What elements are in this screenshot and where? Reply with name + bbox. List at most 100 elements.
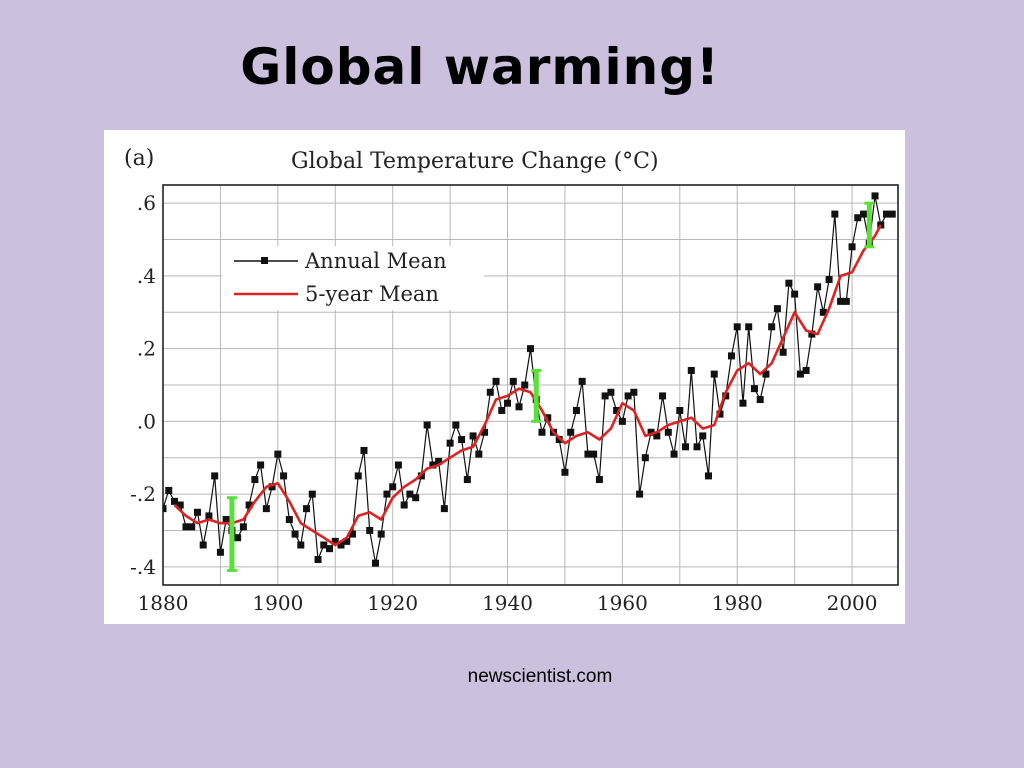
annual-mean-point: [406, 490, 414, 498]
annual-mean-point: [521, 381, 529, 389]
grid-layer: [162, 185, 898, 585]
annual-mean-point: [762, 370, 770, 378]
annual-mean-point: [796, 370, 804, 378]
annual-mean-point: [756, 396, 764, 404]
annual-mean-point: [854, 214, 862, 222]
annual-mean-point: [636, 490, 644, 498]
legend-annual-label: Annual Mean: [304, 249, 447, 273]
annual-mean-point: [205, 512, 213, 520]
annual-mean-point: [842, 297, 850, 305]
annual-mean-point: [572, 406, 580, 414]
annual-mean-point: [446, 439, 454, 447]
annual-mean-point: [348, 530, 356, 538]
annual-mean-point: [366, 526, 374, 534]
annual-mean-point: [848, 243, 856, 251]
annual-mean-point: [808, 330, 816, 338]
annual-mean-point: [664, 428, 672, 436]
y-tick-label: -.2: [130, 482, 156, 506]
annual-mean-point: [245, 501, 253, 509]
annual-mean-point: [475, 450, 483, 458]
annual-mean-point: [773, 305, 781, 313]
annual-mean-point: [601, 392, 609, 400]
y-tick-label: -.4: [130, 555, 156, 579]
annual-mean-point: [222, 516, 230, 524]
annual-mean-point: [768, 323, 776, 331]
annual-mean-point: [705, 472, 713, 480]
annual-mean-point: [291, 530, 299, 538]
annual-mean-point: [360, 446, 368, 454]
legend-annual-marker: [261, 257, 268, 264]
annual-mean-point: [337, 541, 345, 549]
x-tick-label: 1920: [367, 591, 418, 615]
annual-mean-point: [182, 523, 190, 531]
annual-mean-point: [297, 541, 305, 549]
annual-mean-point: [199, 541, 207, 549]
annual-mean-point: [331, 537, 339, 545]
annual-mean-point: [779, 348, 787, 356]
annual-mean-point: [371, 559, 379, 567]
annual-mean-point: [440, 505, 448, 513]
legend: Annual Mean 5-year Mean: [222, 246, 484, 310]
source-credit: newscientist.com: [467, 666, 613, 687]
annual-mean-point: [883, 210, 891, 218]
annual-mean-point: [584, 450, 592, 458]
annual-mean-point: [613, 406, 621, 414]
ticks-layer: 1880 1900 1920 1940 1960 1980 2000 .6 .4 .2 .0 -.2 -…: [130, 191, 877, 615]
annual-mean-point: [653, 432, 661, 440]
x-tick-label: 2000: [827, 591, 878, 615]
annual-mean-point: [750, 385, 758, 393]
x-tick-label: 1940: [482, 591, 533, 615]
annual-mean-point: [607, 388, 615, 396]
chart-title: Global Temperature Change (°C): [291, 149, 659, 174]
legend-five-year-label: 5-year Mean: [305, 282, 439, 306]
annual-mean-point: [303, 505, 311, 513]
annual-mean-point: [595, 476, 603, 484]
annual-mean-point: [871, 192, 879, 200]
x-tick-label: 1900: [252, 591, 303, 615]
annual-mean-point: [429, 461, 437, 469]
chart-panel: (a) Global Temperature Change (°C) 1880 1…: [104, 130, 905, 624]
annual-mean-point: [320, 541, 328, 549]
annual-mean-point: [699, 432, 707, 440]
legend-box: [222, 246, 484, 310]
annual-mean-point: [285, 516, 293, 524]
annual-mean-point: [400, 501, 408, 509]
annual-mean-point: [527, 345, 534, 353]
annual-mean-point: [888, 210, 896, 218]
annual-mean-point: [389, 483, 397, 491]
annual-mean-point: [647, 428, 655, 436]
annual-mean-point: [354, 472, 362, 480]
y-tick-label: .6: [137, 191, 156, 215]
five-year-mean-line: [173, 224, 882, 547]
annual-mean-point: [509, 377, 517, 385]
annual-mean-point: [234, 534, 242, 542]
annual-mean-point: [727, 352, 735, 360]
annual-mean-line: [163, 195, 893, 564]
annual-mean-point: [567, 428, 575, 436]
annual-mean-point: [435, 457, 443, 465]
annual-mean-point: [561, 468, 569, 476]
annual-mean-point: [257, 461, 265, 469]
annual-mean-point: [211, 472, 219, 480]
y-tick-label: .4: [137, 264, 156, 288]
slide-title: Global warming!: [240, 38, 720, 96]
plot-frame: [162, 184, 899, 586]
annual-mean-point: [417, 472, 425, 480]
annual-mean-point: [394, 461, 402, 469]
annual-mean-point: [624, 392, 632, 400]
annual-mean-point: [555, 436, 563, 444]
series-group: [163, 192, 896, 567]
annual-mean-point: [498, 406, 506, 414]
annual-mean-point: [452, 421, 460, 429]
annual-mean-point: [590, 450, 598, 458]
annual-mean-point: [791, 290, 799, 298]
annual-mean-point: [163, 505, 167, 513]
annual-mean-point: [251, 476, 259, 484]
annual-mean-point: [412, 494, 420, 502]
annual-mean-point: [710, 370, 718, 378]
annual-mean-point: [515, 403, 523, 411]
annual-mean-point: [641, 454, 649, 462]
annual-mean-point: [343, 537, 351, 545]
annual-mean-point: [176, 501, 184, 509]
annual-mean-point: [682, 443, 690, 451]
